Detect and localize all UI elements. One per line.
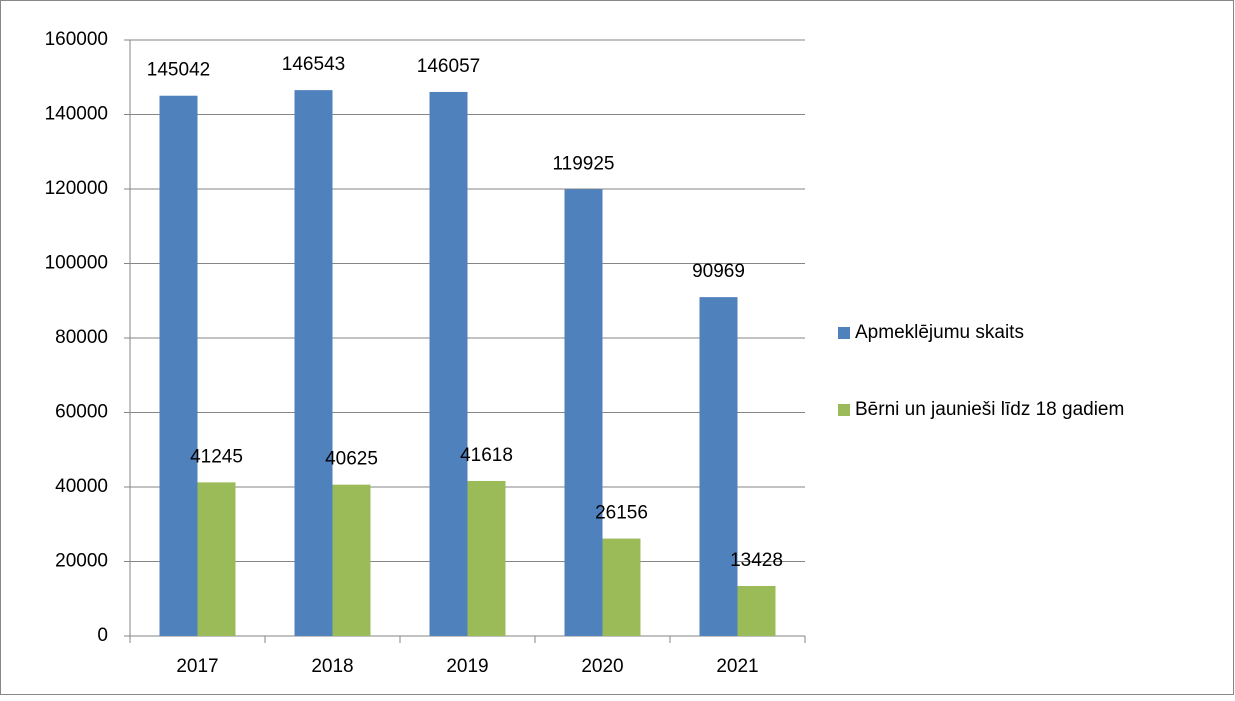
legend-swatch [838, 327, 850, 339]
bar [197, 482, 236, 636]
data-label: 26156 [595, 503, 648, 524]
y-tick-label: 160000 [45, 29, 108, 50]
bar [602, 538, 641, 636]
x-tick-label: 2021 [716, 656, 758, 677]
y-tick-label: 100000 [45, 253, 108, 274]
bar [467, 480, 506, 636]
bar [564, 189, 603, 637]
data-label: 145042 [147, 60, 210, 81]
bar [159, 95, 198, 636]
legend-label: Apmeklējumu skaits [855, 322, 1024, 343]
bar [429, 91, 468, 636]
data-label: 41245 [190, 446, 243, 467]
bar [332, 484, 371, 636]
y-tick-label: 20000 [55, 551, 108, 572]
x-tick-label: 2020 [581, 656, 623, 677]
bar [294, 90, 333, 637]
y-tick-label: 0 [97, 625, 108, 646]
legend-swatch [838, 404, 850, 416]
data-label: 41618 [460, 445, 513, 466]
bar [737, 585, 776, 636]
x-tick-label: 2017 [176, 656, 218, 677]
y-tick-label: 120000 [45, 178, 108, 199]
legend-label: Bērni un jaunieši līdz 18 gadiem [855, 399, 1124, 420]
data-label: 90969 [692, 261, 745, 282]
x-tick-label: 2018 [311, 656, 353, 677]
y-tick-label: 140000 [45, 104, 108, 125]
y-tick-label: 40000 [55, 476, 108, 497]
data-label: 40625 [325, 449, 378, 470]
x-tick-label: 2019 [446, 656, 488, 677]
data-label: 13428 [730, 550, 783, 571]
y-tick-label: 80000 [55, 327, 108, 348]
y-tick-label: 60000 [55, 402, 108, 423]
data-label: 146057 [417, 56, 480, 77]
bar [699, 297, 738, 636]
data-label: 119925 [553, 153, 615, 174]
data-label: 146543 [282, 54, 345, 75]
